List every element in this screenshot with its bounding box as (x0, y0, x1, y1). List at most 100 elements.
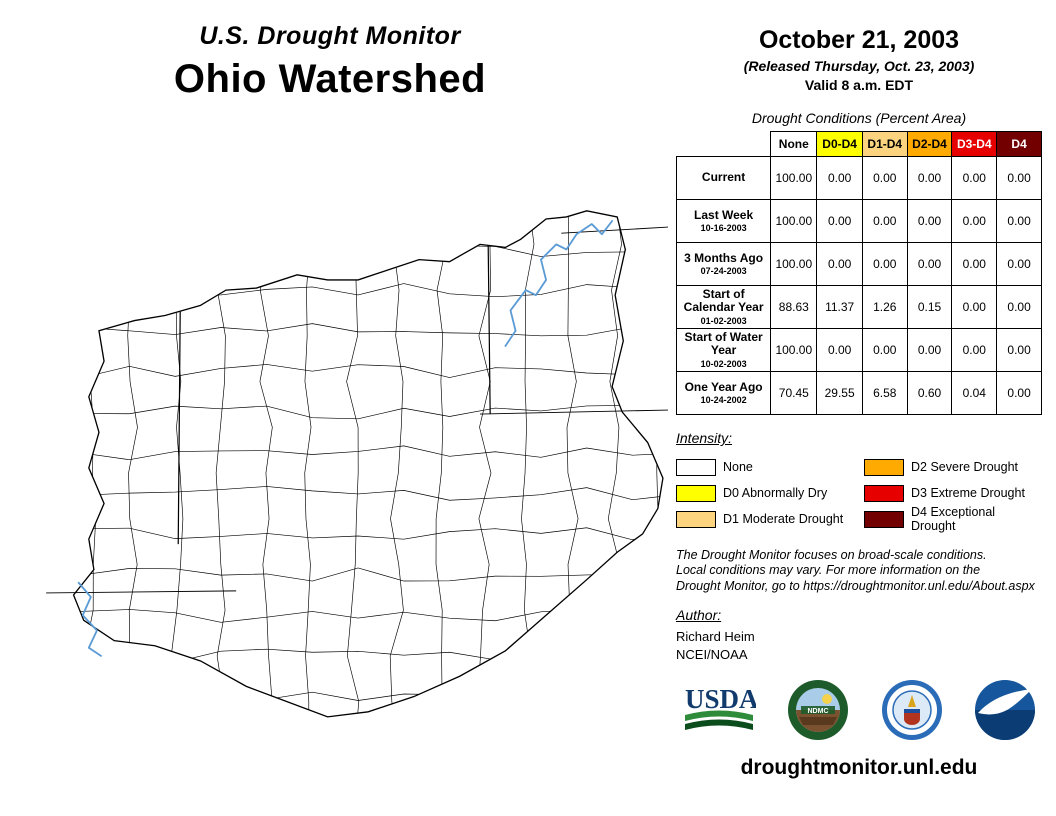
cell-value: 0.00 (906, 328, 953, 372)
author-name: Richard Heim (676, 628, 755, 644)
cell-value: 0.00 (951, 199, 998, 243)
table-header-row: None D0-D4 D1-D4 D2-D4 D3-D4 D4 (676, 131, 1042, 157)
agency-logos: USDA NDMC (676, 679, 1042, 741)
table-corner-cell (676, 131, 771, 157)
cell-value: 0.00 (996, 328, 1042, 372)
cell-value: 0.00 (906, 242, 953, 286)
col-header-d4: D4 (996, 131, 1042, 157)
cell-value: 0.04 (951, 371, 998, 415)
intensity-legend: Intensity: None D0 Abnormally Dry D1 Mod… (676, 430, 1042, 533)
legend-item-d1: D1 Moderate Drought (676, 506, 864, 532)
cell-value: 0.00 (861, 156, 908, 200)
cell-value: 0.00 (951, 328, 998, 372)
table-title: Drought Conditions (Percent Area) (751, 110, 967, 126)
cell-value: 0.00 (906, 156, 953, 200)
release-date: (Released Thursday, Oct. 23, 2003) (743, 58, 975, 74)
legend-item-d0: D0 Abnormally Dry (676, 480, 864, 506)
river-line-northeast (504, 220, 614, 347)
river-line-southwest (77, 581, 102, 657)
cell-value: 0.00 (816, 242, 863, 286)
cell-value: 88.63 (770, 285, 818, 329)
title-block: U.S. Drought Monitor Ohio Watershed (30, 22, 630, 102)
table-row: Start of Water Year 10-02-2003 100.00 0.0… (675, 328, 1042, 372)
row-label: One Year Ago 10-24-2002 (675, 371, 772, 415)
valid-time: Valid 8 a.m. EDT (804, 77, 914, 93)
cell-value: 6.58 (861, 371, 908, 415)
author-agency: NCEI/NOAA (676, 646, 748, 662)
cell-value: 100.00 (770, 242, 818, 286)
table-row: One Year Ago 10-24-2002 70.45 29.55 6.58 … (675, 371, 1042, 415)
legend-grid: None D0 Abnormally Dry D1 Moderate Droug… (676, 454, 1042, 533)
cell-value: 0.00 (996, 371, 1042, 415)
info-panel: October 21, 2003 (Released Thursday, Oct… (675, 26, 1042, 780)
cell-value: 0.00 (906, 199, 953, 243)
row-label: Start of Calendar Year 01-02-2003 (675, 285, 772, 329)
legend-swatch-none (676, 458, 716, 476)
usda-logo: USDA (685, 684, 756, 730)
legend-swatch-d3 (864, 484, 904, 502)
table-row: 3 Months Ago 07-24-2003 100.00 0.00 0.00 … (675, 242, 1042, 286)
cell-value: 0.00 (861, 242, 908, 286)
cell-value: 1.26 (861, 285, 908, 329)
col-header-none: None (770, 131, 818, 157)
cell-value: 0.00 (951, 285, 998, 329)
cell-value: 0.00 (996, 199, 1042, 243)
table-row: Last Week 10-16-2003 100.00 0.00 0.00 0.0… (675, 199, 1042, 243)
author-block: Author: Richard Heim NCEI/NOAA (676, 607, 1042, 662)
program-title: U.S. Drought Monitor (199, 22, 461, 50)
col-header-d2d4: D2-D4 (906, 131, 953, 157)
col-header-d3d4: D3-D4 (951, 131, 998, 157)
cell-value: 0.60 (906, 371, 953, 415)
legend-swatch-d0 (676, 484, 716, 502)
drought-conditions-table: None D0-D4 D1-D4 D2-D4 D3-D4 D4 Current … (675, 131, 1042, 415)
legend-title: Intensity: (676, 430, 733, 446)
cell-value: 0.00 (951, 156, 998, 200)
cell-value: 0.00 (996, 242, 1042, 286)
frame-line-southwest (46, 590, 237, 594)
cell-value: 100.00 (770, 328, 818, 372)
cell-value: 0.00 (861, 328, 908, 372)
row-label: Current (675, 156, 772, 200)
cell-value: 29.55 (816, 371, 863, 415)
cell-value: 0.00 (816, 156, 863, 200)
legend-swatch-d1 (676, 510, 716, 528)
col-header-d0d4: D0-D4 (816, 131, 863, 157)
disclaimer-text: The Drought Monitor focuses on broad-sca… (676, 548, 1035, 593)
cell-value: 100.00 (770, 199, 818, 243)
cell-value: 100.00 (770, 156, 818, 200)
cell-value: 0.00 (996, 156, 1042, 200)
col-header-d1d4: D1-D4 (861, 131, 908, 157)
legend-item-d4: D4 Exceptional Drought (864, 505, 1042, 533)
legend-item-d3: D3 Extreme Drought (864, 480, 1042, 506)
cell-value: 11.37 (816, 285, 863, 329)
table-row: Start of Calendar Year 01-02-2003 88.63 1… (675, 285, 1042, 329)
cell-value: 0.15 (906, 285, 953, 329)
map-date: October 21, 2003 (758, 26, 960, 54)
row-label: Start of Water Year 10-02-2003 (675, 328, 772, 372)
ndmc-logo: NDMC (788, 679, 849, 740)
legend-swatch-d4 (864, 510, 904, 528)
cell-value: 0.00 (816, 199, 863, 243)
noaa-logo (974, 679, 1035, 740)
table-row: Current 100.00 0.00 0.00 0.00 0.00 0.00 (675, 156, 1042, 200)
basin-fill (73, 210, 663, 717)
cell-value: 0.00 (816, 328, 863, 372)
cell-value: 0.00 (996, 285, 1042, 329)
cell-value: 70.45 (770, 371, 818, 415)
cell-value: 0.00 (861, 199, 908, 243)
svg-text:USDA: USDA (685, 684, 756, 714)
state-borders (177, 241, 491, 545)
row-label: Last Week 10-16-2003 (675, 199, 772, 243)
frame-line-east (480, 409, 671, 415)
author-heading: Author: (676, 606, 722, 623)
cell-value: 0.00 (951, 242, 998, 286)
row-label: 3 Months Ago 07-24-2003 (675, 242, 772, 286)
region-title: Ohio Watershed (173, 57, 487, 101)
footer-url: droughtmonitor.unl.edu (740, 755, 978, 779)
legend-item-d2: D2 Severe Drought (864, 454, 1042, 480)
watershed-map-svg (46, 210, 671, 718)
commerce-seal-logo (881, 679, 942, 740)
legend-swatch-d2 (864, 458, 904, 476)
svg-text:NDMC: NDMC (808, 708, 829, 715)
